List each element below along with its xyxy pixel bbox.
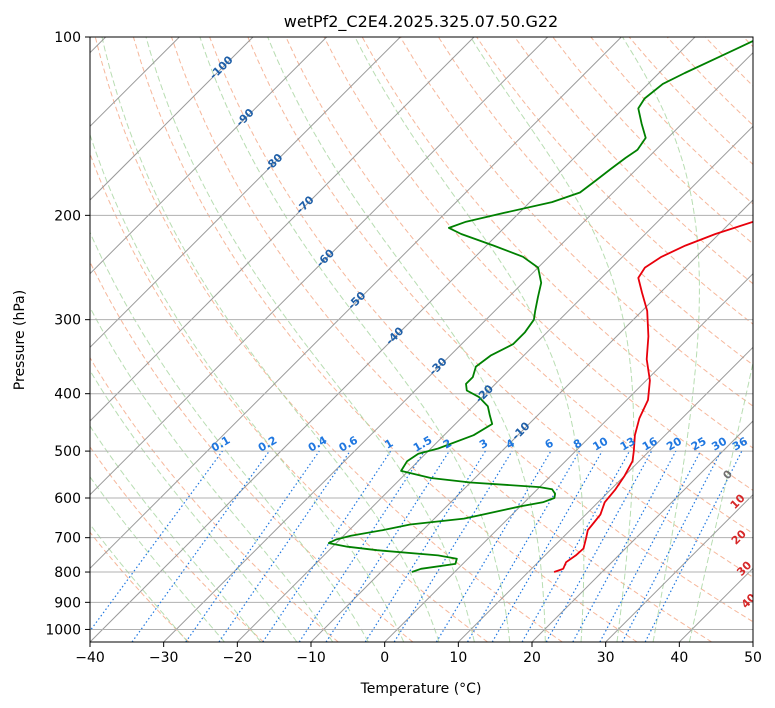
y-tick-label: 500 (54, 444, 81, 460)
background-lines (90, 37, 753, 642)
moist-adiabat-line (622, 37, 700, 642)
dry-adiabat-line (437, 37, 753, 366)
dry-adiabat-line (323, 37, 753, 491)
isotherm-line (90, 37, 475, 422)
isotherm-line (90, 37, 622, 570)
plot-frame (89, 36, 754, 643)
y-axis-label: Pressure (hPa) (12, 290, 28, 390)
x-tick-label: −40 (75, 650, 105, 666)
x-tick-label: −30 (149, 650, 179, 666)
x-tick-label: 0 (380, 650, 389, 666)
dry-adiabat-line (90, 356, 339, 642)
isotherm-line (457, 346, 753, 642)
mixing-ratio-line (491, 450, 603, 642)
mixing-ratio-line (466, 450, 580, 642)
isotherm-line (236, 125, 753, 642)
dry-adiabat-line (514, 37, 753, 285)
dry-adiabat-line (132, 37, 638, 642)
dewpoint-line (327, 39, 753, 573)
moist-adiabat-line (90, 133, 405, 642)
x-tick-label: 10 (449, 650, 467, 666)
dry-adiabat-line (399, 37, 753, 407)
mixing-ratio-line (393, 450, 513, 642)
dry-adiabat-line (90, 152, 488, 642)
dry-adiabat-line (94, 37, 563, 642)
isotherm-line (384, 272, 753, 642)
dry-adiabat-line (90, 531, 190, 642)
axes: −40 −30 −20 −10 0 10 20 30 40 50 100 200 300 400 500 60… (45, 30, 762, 666)
moist-adiabat-line (688, 360, 753, 642)
moist-adiabat-line (90, 523, 189, 642)
dry-adiabat-label: 30 (734, 558, 754, 578)
moist-adiabat-line (90, 425, 262, 642)
moist-adiabat-line (90, 231, 369, 642)
moist-adiabat-line (145, 37, 475, 642)
chart-title: wetPf2_C2E4.2025.325.07.50.G22 (284, 12, 558, 32)
y-tick-label: 100 (54, 30, 81, 46)
mixing-ratio-line (545, 450, 653, 642)
y-tick-label: 900 (54, 595, 81, 611)
moist-adiabat-line (101, 37, 440, 642)
isotherm-line (310, 199, 753, 642)
y-tick-label: 200 (54, 208, 81, 224)
dry-adiabat-line (361, 37, 753, 449)
moist-adiabat-line (354, 37, 585, 642)
profile-series (327, 39, 753, 573)
y-tick-label: 800 (54, 565, 81, 581)
y-tick-label: 400 (54, 387, 81, 403)
dry-adiabat-line (171, 37, 712, 642)
x-tick-label: 20 (523, 650, 541, 666)
x-tick-label: 40 (670, 650, 688, 666)
mixing-ratio-line (218, 450, 351, 642)
isotherm-line (163, 51, 753, 642)
isotherm-line (90, 37, 328, 275)
mixing-ratio-line (185, 450, 320, 642)
dry-adiabat-line (209, 37, 753, 623)
moist-adiabat-line (199, 37, 511, 642)
mixing-ratio-line (325, 450, 450, 642)
y-tick-label: 300 (54, 313, 81, 329)
dry-adiabat-line (285, 37, 753, 535)
isotherm-line (90, 37, 696, 642)
mixing-ratio-line (572, 450, 677, 642)
isotherm-line (90, 37, 401, 349)
isotherm-line (90, 37, 549, 496)
y-tick-label: 700 (54, 531, 81, 547)
isotherm-line (90, 37, 254, 201)
dry-adiabat-line (90, 446, 264, 642)
x-axis-label: Temperature (°C) (360, 681, 482, 697)
temperature-line (553, 220, 753, 573)
dry-adiabat-line (247, 37, 753, 578)
mixing-ratio-line (364, 450, 486, 642)
x-tick-label: −10 (296, 650, 326, 666)
y-tick-label: 600 (54, 491, 81, 507)
x-tick-label: −20 (223, 650, 253, 666)
mixing-ratio-line (435, 450, 552, 642)
mixing-ratio-line (521, 450, 631, 642)
isotherm-line (605, 493, 753, 642)
y-tick-label: 1000 (45, 622, 81, 638)
x-tick-label: 30 (597, 650, 615, 666)
isotherm-line (531, 420, 753, 642)
x-tick-label: 50 (744, 650, 762, 666)
